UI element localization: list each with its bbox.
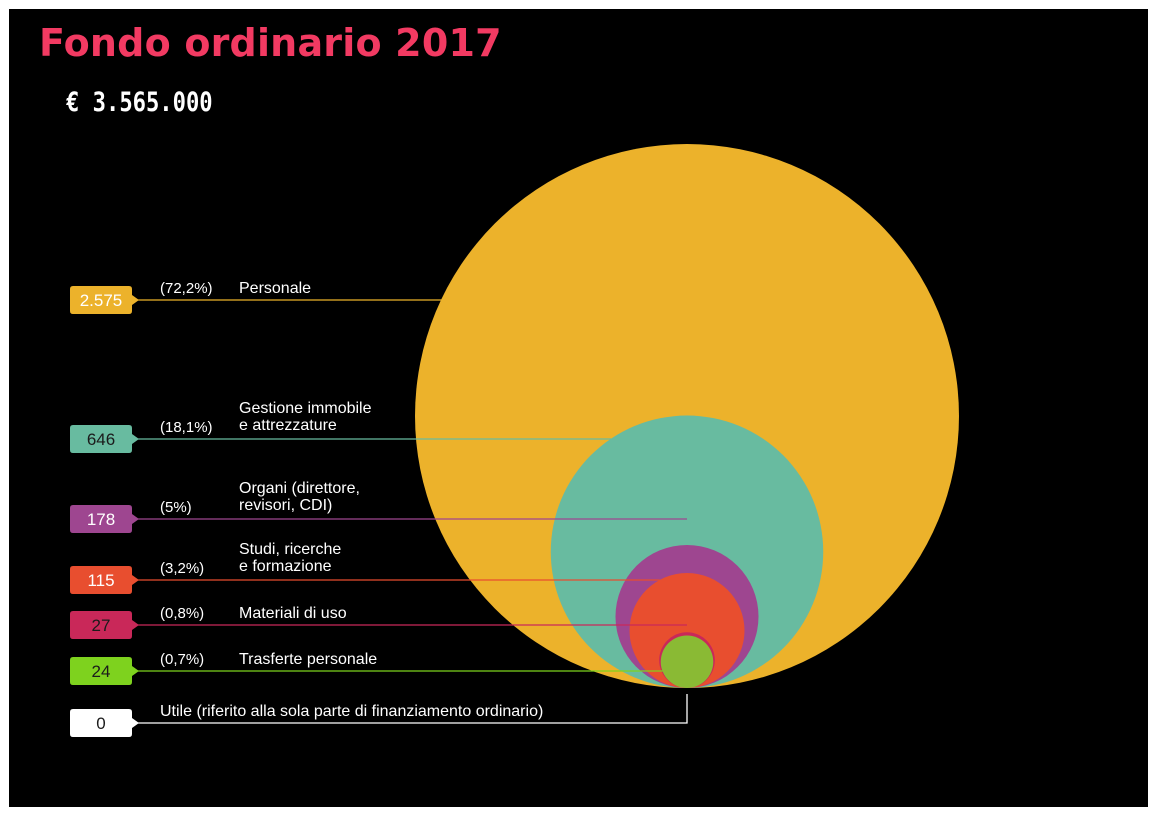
value-label-trasferte-personale: 24 — [92, 662, 111, 681]
value-label-studi-ricerche-e-formazione: 115 — [87, 571, 114, 590]
value-box-utile-riferito-alla-sola-parte-di-finanziamento-ordinario — [70, 709, 139, 737]
bubble-trasferte-personale — [660, 635, 714, 688]
value-label-organi-direttore-revisori-cdi: 178 — [87, 510, 115, 529]
category-label-gestione-immobile-e-attrezzature-line-1: Gestione immobile — [239, 400, 372, 417]
value-box-organi-direttore-revisori-cdi — [70, 505, 139, 533]
category-label-trasferte-personale: Trasferte personale — [239, 651, 377, 668]
bubble-chart: 2.575 (72,2%) Personale 646 (18,1%) Gestione … — [70, 144, 959, 737]
bubble-studi-ricerche-e-formazione — [629, 573, 745, 688]
percent-label-gestione-immobile-e-attrezzature: (18,1%) — [160, 419, 213, 436]
category-label-utile-riferito-alla-sola-parte-di-finanziamento-ordinario: Utile (riferito alla sola parte di finan… — [160, 703, 543, 720]
total-amount: € 3.565.000 — [66, 87, 213, 118]
value-box-personale — [70, 286, 139, 314]
value-label-personale: 2.575 — [80, 291, 123, 310]
chart-frame: Fondo ordinario 2017 € 3.565.000 2.575 (7… — [9, 9, 1148, 807]
category-label-materiali-di-uso: Materiali di uso — [239, 605, 347, 622]
category-label-studi-ricerche-e-formazione-line-2: e formazione — [239, 558, 332, 575]
value-box-materiali-di-uso — [70, 611, 139, 639]
percent-label-materiali-di-uso: (0,8%) — [160, 605, 204, 622]
percent-label-trasferte-personale: (0,7%) — [160, 651, 204, 668]
percent-label-studi-ricerche-e-formazione: (3,2%) — [160, 560, 204, 577]
category-label-organi-direttore-revisori-cdi-line-1: Organi (direttore, — [239, 480, 360, 497]
chart-title: Fondo ordinario 2017 — [39, 21, 502, 65]
category-label-studi-ricerche-e-formazione-line-1: Studi, ricerche — [239, 541, 341, 558]
percent-label-personale: (72,2%) — [160, 280, 213, 297]
value-box-gestione-immobile-e-attrezzature — [70, 425, 139, 453]
leader-line-utile-riferito-alla-sola-parte-di-finanziamento-ordinario — [138, 694, 688, 724]
category-label-organi-direttore-revisori-cdi-line-2: revisori, CDI) — [239, 497, 332, 514]
category-label-gestione-immobile-e-attrezzature-line-2: e attrezzature — [239, 417, 337, 434]
leader-lines-layer — [138, 299, 688, 724]
value-label-gestione-immobile-e-attrezzature: 646 — [87, 430, 115, 449]
labels-layer: 2.575 (72,2%) Personale 646 (18,1%) Gestione … — [70, 280, 543, 737]
value-label-materiali-di-uso: 27 — [92, 616, 111, 635]
percent-label-organi-direttore-revisori-cdi: (5%) — [160, 499, 192, 516]
bubbles-layer — [415, 144, 959, 689]
value-label-utile-riferito-alla-sola-parte-di-finanziamento-ordinario: 0 — [96, 714, 105, 733]
value-box-trasferte-personale — [70, 657, 139, 685]
category-label-personale: Personale — [239, 280, 311, 297]
value-box-studi-ricerche-e-formazione — [70, 566, 139, 594]
